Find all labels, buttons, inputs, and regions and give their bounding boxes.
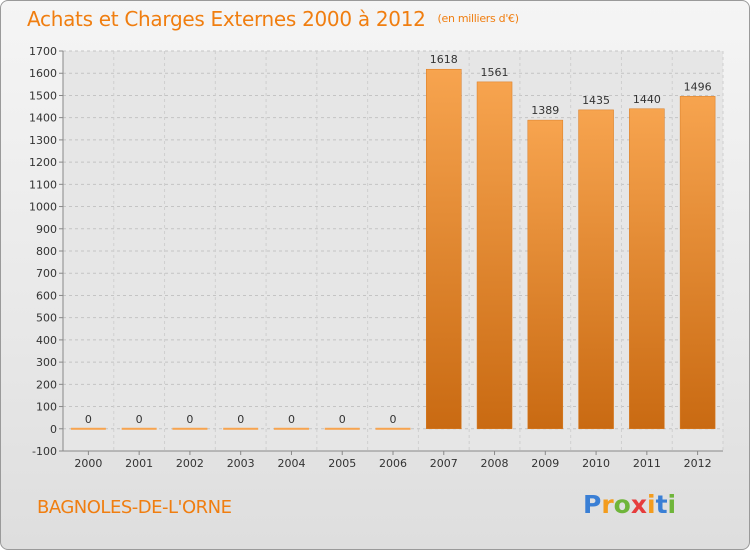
- y-tick-label: 700: [36, 267, 57, 280]
- x-tick-label: 2012: [684, 457, 712, 470]
- logo-letter: t: [655, 490, 668, 519]
- label-layer: -100010020030040050060070080090010001100…: [29, 45, 712, 470]
- bar: [273, 427, 309, 430]
- y-tick-label: 300: [36, 356, 57, 369]
- data-label: 1435: [582, 94, 610, 107]
- logo-letter: i: [667, 490, 677, 519]
- y-tick-label: 1500: [29, 89, 57, 102]
- bar: [476, 81, 513, 430]
- bar: [324, 427, 360, 430]
- bar: [527, 119, 564, 430]
- chart-title: Achats et Charges Externes 2000 à 2012 (e…: [27, 7, 519, 31]
- y-tick-label: 600: [36, 289, 57, 302]
- chart-unit: (en milliers d'€): [437, 12, 519, 25]
- y-tick-label: 1000: [29, 201, 57, 214]
- x-tick-label: 2010: [582, 457, 610, 470]
- y-tick-label: 1100: [29, 178, 57, 191]
- x-tick-label: 2008: [481, 457, 509, 470]
- data-label: 1496: [684, 80, 712, 93]
- proxiti-logo: Proxiti: [583, 490, 676, 519]
- bar: [121, 427, 157, 430]
- x-tick-label: 2011: [633, 457, 661, 470]
- bar: [426, 68, 462, 430]
- y-tick-label: 1400: [29, 112, 57, 125]
- data-label: 1440: [633, 93, 661, 106]
- bar: [629, 108, 665, 430]
- bar: [578, 109, 614, 430]
- data-label: 0: [288, 413, 295, 426]
- data-label: 0: [186, 413, 193, 426]
- y-tick-label: 1300: [29, 134, 57, 147]
- bar: [679, 96, 716, 430]
- logo-letter: i: [647, 490, 656, 519]
- y-tick-label: -100: [32, 445, 57, 458]
- y-tick-label: 400: [36, 334, 57, 347]
- y-tick-label: 0: [50, 423, 57, 436]
- data-label: 0: [339, 413, 346, 426]
- y-tick-label: 900: [36, 223, 57, 236]
- bar: [223, 427, 259, 430]
- y-tick-label: 800: [36, 245, 57, 258]
- x-tick-label: 2009: [531, 457, 559, 470]
- y-tick-label: 500: [36, 312, 57, 325]
- bar: [375, 427, 411, 430]
- logo-letter: o: [613, 490, 631, 519]
- x-tick-label: 2007: [430, 457, 458, 470]
- x-tick-label: 2000: [74, 457, 102, 470]
- logo-letter: r: [601, 490, 614, 519]
- y-tick-label: 1200: [29, 156, 57, 169]
- data-label: 0: [85, 413, 92, 426]
- y-tick-label: 1700: [29, 45, 57, 58]
- x-tick-label: 2005: [328, 457, 356, 470]
- bar: [172, 427, 208, 430]
- data-label: 1618: [430, 53, 458, 66]
- grid-layer: [62, 50, 724, 452]
- x-tick-label: 2002: [176, 457, 204, 470]
- data-label: 0: [237, 413, 244, 426]
- location-name: BAGNOLES-DE-L'ORNE: [37, 497, 232, 518]
- y-tick-label: 200: [36, 378, 57, 391]
- logo-letter: x: [630, 490, 647, 519]
- bar: [70, 427, 106, 430]
- logo-letter: P: [583, 490, 602, 519]
- x-tick-label: 2004: [277, 457, 305, 470]
- data-label: 1561: [481, 66, 509, 79]
- data-label: 0: [136, 413, 143, 426]
- y-tick-label: 100: [36, 401, 57, 414]
- data-label: 0: [390, 413, 397, 426]
- x-tick-label: 2003: [227, 457, 255, 470]
- x-tick-label: 2006: [379, 457, 407, 470]
- chart-title-text: Achats et Charges Externes 2000 à 2012: [27, 7, 426, 31]
- y-tick-label: 1600: [29, 67, 57, 80]
- data-label: 1389: [531, 104, 559, 117]
- axis-layer: [59, 50, 723, 455]
- x-tick-label: 2001: [125, 457, 153, 470]
- bar-layer: [70, 68, 716, 430]
